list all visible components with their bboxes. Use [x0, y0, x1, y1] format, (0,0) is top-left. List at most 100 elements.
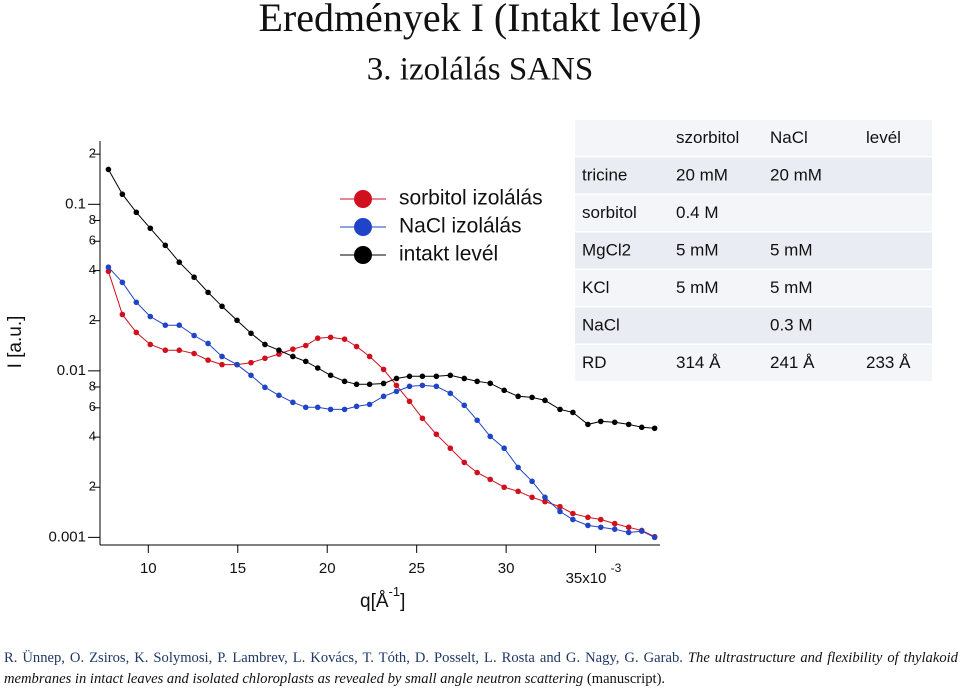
y-tick-label: 2 [89, 479, 96, 494]
table-cell: 20 mM [676, 166, 728, 185]
data-point [341, 406, 348, 413]
citation: R. Ünnep, O. Zsiros, K. Solymosi, P. Lam… [4, 648, 958, 690]
data-point [461, 402, 468, 409]
table-cell: 0.3 M [770, 316, 813, 335]
data-point [419, 373, 426, 380]
series-line [107, 169, 655, 429]
data-point [557, 503, 563, 510]
x-tick-label: 10 [140, 560, 157, 577]
data-point [219, 361, 225, 368]
data-point [487, 433, 494, 440]
legend-label: sorbitol izolálás [399, 187, 543, 210]
data-point [393, 388, 400, 395]
data-point [433, 383, 440, 390]
table-row [575, 195, 932, 231]
table-cell: RD [582, 353, 607, 372]
x-axis-label-end: ] [400, 591, 405, 612]
data-point [314, 365, 321, 371]
data-point [570, 510, 576, 517]
data-point [433, 373, 440, 380]
data-point [366, 381, 373, 388]
data-point [366, 401, 373, 408]
legend-marker [354, 190, 372, 208]
table-cell: sorbitol [582, 203, 637, 222]
data-point [327, 406, 334, 413]
table-row [575, 307, 932, 344]
x-axis-label-exponent: -1 [389, 584, 401, 599]
slide: Eredmények I (Intakt levél) 3. izolálás … [5, 0, 932, 612]
x-exponent: -3 [611, 561, 622, 575]
y-tick-label: 2 [89, 312, 96, 327]
data-point [380, 380, 387, 387]
data-point [570, 409, 576, 416]
data-point [205, 289, 211, 296]
data-point [638, 528, 645, 534]
data-point [638, 424, 645, 431]
table-cell: NaCl [582, 316, 620, 335]
x-tick-label: 25 [408, 560, 425, 577]
data-point [570, 516, 576, 523]
data-point [353, 381, 360, 388]
data-point [366, 353, 373, 360]
data-point [327, 334, 334, 341]
data-point [611, 520, 618, 527]
data-point [302, 342, 309, 349]
data-point [341, 336, 348, 342]
data-point [302, 404, 309, 411]
data-point [290, 399, 296, 406]
y-tick-label: 8 [89, 212, 96, 227]
data-point [597, 524, 604, 531]
data-point [474, 417, 480, 424]
data-point [406, 373, 413, 380]
table-row [575, 157, 932, 194]
data-point [625, 524, 632, 531]
data-point [262, 355, 268, 362]
data-point [248, 330, 254, 337]
data-point [487, 380, 494, 387]
y-tick-label: 4 [89, 429, 96, 444]
data-point [625, 421, 632, 428]
data-point [501, 387, 507, 394]
data-point [262, 384, 268, 391]
data-point [474, 469, 480, 476]
table-cell: 5 mM [676, 278, 719, 297]
data-point [290, 353, 296, 360]
table-cell: 5 mM [770, 278, 813, 297]
data-point [234, 361, 240, 368]
x-tick-label: 30 [498, 560, 515, 577]
table-cell: tricine [582, 166, 627, 185]
table-cell: 241 Å [770, 353, 815, 372]
data-point [234, 317, 240, 324]
x-axis-label-main: q[Å [360, 591, 389, 612]
data-point [419, 415, 426, 422]
y-tick-label: 4 [89, 262, 96, 277]
table-row [575, 232, 932, 269]
y-axis-label: I [a.u.] [5, 316, 26, 369]
data-point [119, 311, 126, 318]
data-point [625, 529, 632, 536]
data-point [290, 346, 296, 352]
data-point [133, 329, 140, 336]
data-point [447, 445, 454, 452]
data-point [515, 464, 521, 471]
data-point [433, 431, 440, 438]
citation-title: The ultrastructure and flexibility of th… [4, 650, 958, 687]
data-point [461, 375, 468, 382]
data-point [276, 392, 282, 399]
data-point [393, 382, 400, 389]
data-point [133, 209, 140, 216]
data-point [105, 166, 112, 173]
data-point [341, 378, 348, 385]
data-point [162, 347, 169, 354]
y-tick-label: 0.001 [48, 528, 86, 545]
x-axis-label: q[Å-1] [360, 584, 405, 612]
legend-label: intakt levél [399, 243, 498, 266]
y-tick-label: 6 [89, 233, 96, 248]
table-cell: 20 mM [770, 166, 822, 185]
data-point [105, 264, 112, 271]
data-point [353, 343, 360, 350]
data-point [302, 358, 309, 365]
data-point [515, 393, 521, 400]
data-point [176, 322, 183, 328]
